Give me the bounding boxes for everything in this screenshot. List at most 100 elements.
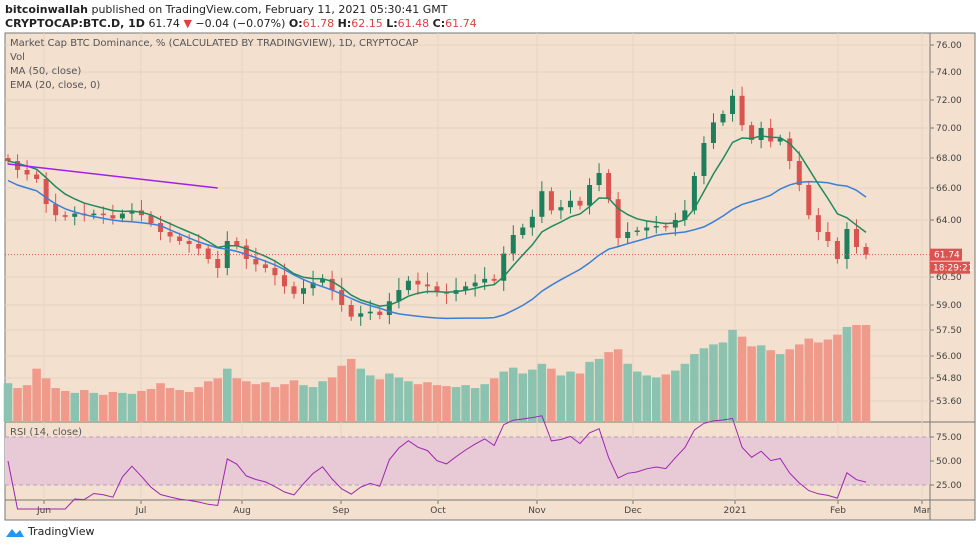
rsi-band: [5, 437, 930, 485]
open-label: O:: [288, 17, 303, 30]
volume-bar: [489, 378, 499, 422]
candle-body: [434, 286, 440, 292]
candle: [129, 203, 135, 223]
price-tick-label: 70.00: [936, 124, 962, 134]
volume-bar: [661, 374, 671, 422]
candle: [91, 209, 97, 220]
volume-bar: [547, 368, 556, 422]
candle: [758, 121, 764, 149]
candle: [815, 208, 821, 241]
candle: [434, 281, 440, 297]
candle: [720, 110, 726, 126]
candle-body: [386, 301, 392, 315]
volume-bar: [356, 368, 365, 422]
legend-ma[interactable]: MA (50, close): [10, 66, 82, 77]
candle-body: [110, 215, 116, 219]
candle: [62, 211, 68, 221]
time-tick-label: Jun: [36, 506, 51, 516]
candle-body: [501, 253, 507, 281]
last-price: 61.74: [148, 17, 180, 30]
candle: [463, 281, 469, 295]
candle-body: [415, 280, 421, 285]
candle-body: [644, 227, 650, 231]
legend-ema[interactable]: EMA (20, close, 0): [10, 80, 101, 91]
candle: [196, 234, 202, 256]
volume-bar: [156, 383, 165, 422]
candle: [653, 216, 659, 234]
volume-bar: [728, 329, 737, 422]
time-tick-label: Jul: [135, 506, 147, 516]
candle-body: [291, 286, 297, 294]
price-tick-label: 76.00: [936, 41, 962, 51]
volume-bar: [671, 370, 680, 422]
volume-bar: [80, 389, 89, 422]
ema-20-line: [7, 135, 867, 307]
candle-body: [329, 278, 335, 291]
candle: [730, 89, 736, 122]
candle-body: [587, 185, 593, 206]
volume-bar: [566, 371, 575, 422]
candle: [386, 292, 392, 325]
volume-bar: [585, 361, 594, 422]
candle-body: [825, 232, 831, 241]
candle: [110, 204, 116, 225]
candle: [320, 274, 326, 288]
candle: [768, 118, 774, 148]
volume-bar: [804, 338, 814, 422]
volume-bar: [747, 346, 756, 422]
time-tick-label: Feb: [830, 506, 846, 516]
candle-body: [148, 215, 154, 223]
candle-body: [320, 278, 326, 283]
candle: [577, 196, 583, 210]
volume-bar: [261, 382, 270, 422]
volume-bar: [823, 339, 833, 422]
time-tick-label: Nov: [528, 506, 546, 516]
candle: [672, 212, 678, 236]
volume-bar: [203, 381, 213, 422]
candle-body: [739, 95, 745, 126]
candle: [348, 300, 354, 321]
volume-bar: [423, 382, 432, 422]
volume-bar: [375, 379, 385, 422]
candle-body: [720, 114, 726, 123]
price-tick-label: 57.50: [936, 326, 962, 336]
volume-bar: [299, 385, 308, 422]
candle: [100, 206, 106, 224]
price-tick-label: 53.60: [936, 397, 962, 407]
tradingview-logo[interactable]: TradingView: [5, 525, 94, 538]
volume-bar: [451, 387, 461, 422]
volume-bar: [537, 363, 547, 422]
volume-bar: [223, 368, 232, 422]
candle-body: [863, 247, 869, 255]
candle-body: [615, 199, 621, 238]
volume-bar: [785, 349, 794, 422]
volume-bar: [327, 377, 337, 422]
candle-body: [834, 241, 840, 259]
candle-body: [24, 170, 30, 175]
candle-body: [596, 173, 602, 185]
low-value: 61.48: [397, 17, 430, 30]
volume-bar: [480, 384, 489, 422]
countdown-tag: [930, 261, 970, 274]
candle-body: [853, 229, 859, 247]
volume-bar: [737, 336, 747, 422]
candle: [806, 181, 812, 220]
author[interactable]: bitcoinwallah: [5, 3, 88, 16]
candle-body: [672, 220, 678, 228]
volume-bar: [470, 388, 480, 422]
volume-bar: [41, 378, 51, 422]
legend-vol[interactable]: Vol: [10, 52, 25, 63]
time-tick-label: Aug: [233, 506, 251, 516]
volume-bar: [404, 381, 413, 422]
candle: [415, 272, 421, 295]
volume-bar: [442, 386, 451, 422]
volume-bar: [461, 385, 470, 422]
price-tick-label: 56.00: [936, 352, 962, 362]
candle-body: [663, 226, 669, 228]
candle-body: [396, 290, 402, 302]
candle: [863, 243, 869, 260]
price-tick-label: 74.00: [936, 68, 962, 78]
legend-rsi[interactable]: RSI (14, close): [10, 427, 83, 438]
volume-bar: [623, 363, 632, 422]
